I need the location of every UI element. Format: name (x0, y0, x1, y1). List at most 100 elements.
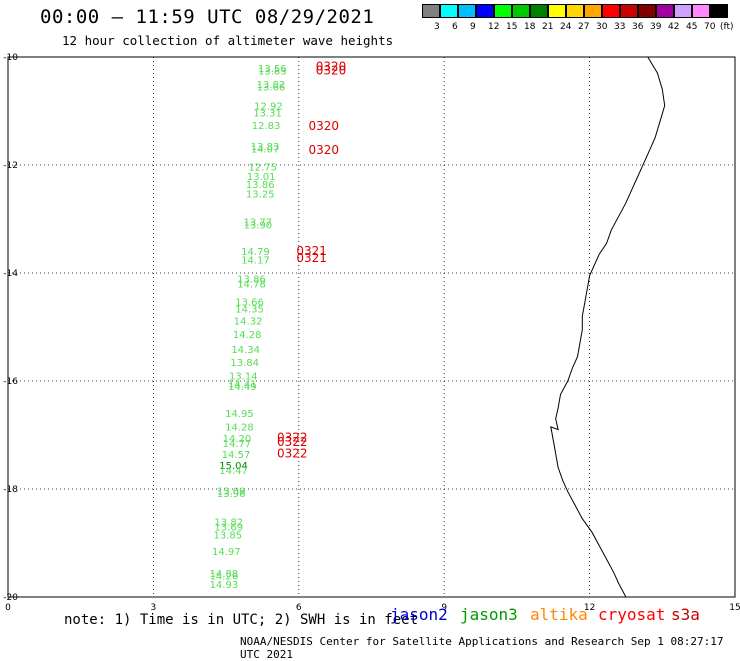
pass-time-label: 0321 (296, 244, 327, 258)
wave-height-label: 13.56 (258, 64, 287, 75)
colorbar-label: 24 (560, 22, 572, 32)
colorbar-swatch (566, 4, 584, 18)
pass-time-label: 0320 (316, 63, 347, 77)
y-tick-label: -12 (3, 161, 18, 171)
colorbar-label: 42 (668, 22, 680, 32)
colorbar-swatch (476, 4, 494, 18)
wave-height-label: 13.77 (244, 217, 273, 228)
wave-height-label: 14.20 (223, 434, 252, 445)
wave-height-label: 12.83 (252, 121, 281, 132)
chart-subtitle: 12 hour collection of altimeter wave hei… (62, 33, 394, 48)
wave-height-label: 14.35 (235, 304, 264, 315)
pass-time-label: 0322 (277, 447, 308, 461)
wave-height-label: 14.93 (210, 580, 239, 591)
wave-height-label: 14.97 (212, 547, 241, 558)
colorbar-swatch (620, 4, 638, 18)
units-note: note: 1) Time is in UTC; 2) SWH is in fe… (64, 612, 419, 628)
wave-height-label: 13.96 (217, 489, 246, 500)
colorbar-swatch (440, 4, 458, 18)
colorbar-label: 15 (506, 22, 518, 32)
colorbar-label: 18 (524, 22, 536, 32)
x-tick-label: 0 (5, 603, 11, 613)
colorbar-label: 3 (434, 22, 440, 32)
wave-height-label: 13.25 (246, 189, 275, 200)
wave-height-label: 14.26 (210, 572, 239, 583)
colorbar-swatch (674, 4, 692, 18)
wave-height-label: 14.77 (223, 439, 252, 450)
pass-time-label: 0320 (316, 60, 347, 74)
wave-height-label: 13.90 (244, 221, 273, 232)
colorbar-swatch (584, 4, 602, 18)
wave-height-label: 13.83 (258, 66, 287, 77)
colorbar-swatch (494, 4, 512, 18)
wave-height-label: 14.47 (219, 466, 248, 477)
wave-height-label: 13.66 (235, 297, 264, 308)
wave-height-label: 13.69 (214, 523, 243, 534)
wave-height-label: 13.84 (230, 358, 259, 369)
satellite-legend-jason3: jason3 (460, 605, 518, 624)
colorbar-label: 39 (650, 22, 662, 32)
colorbar-label: 36 (632, 22, 644, 32)
wave-height-label: 13.86 (237, 275, 266, 286)
wave-height-label: 12.92 (254, 101, 283, 112)
wave-height-label: 13.01 (247, 172, 276, 183)
wave-height-label: 14.49 (228, 382, 257, 393)
pass-time-label: 0322 (277, 430, 308, 444)
pass-time-label: 0320 (308, 119, 339, 133)
credit-line: NOAA/NESDIS Center for Satellite Applica… (240, 635, 724, 661)
wave-height-label: 14.57 (222, 450, 251, 461)
x-tick-label: 12 (584, 603, 595, 613)
pass-time-label: 0322 (277, 435, 308, 449)
colorbar-swatch (602, 4, 620, 18)
colorbar-label: 9 (470, 22, 476, 32)
colorbar-swatch (710, 4, 728, 18)
colorbar-swatch (512, 4, 530, 18)
wave-height-label: 13.09 (217, 486, 246, 497)
wave-height-label: 14.32 (234, 316, 263, 327)
wave-height-label: 14.78 (237, 280, 266, 291)
colorbar-swatch (638, 4, 656, 18)
x-tick-label: 3 (151, 603, 157, 613)
y-tick-label: -16 (3, 377, 18, 387)
colorbar-label: 45 (686, 22, 698, 32)
colorbar-label: 70 (704, 22, 716, 32)
satellite-legend-altika: altika (530, 605, 588, 624)
y-tick-label: -18 (3, 485, 18, 495)
wave-height-label: 14.28 (233, 330, 262, 341)
colorbar-label: 27 (578, 22, 590, 32)
colorbar-unit: (ft) (720, 22, 734, 32)
x-tick-label: 6 (296, 603, 302, 613)
wave-height-label: 14.17 (241, 255, 270, 266)
colorbar-label: 21 (542, 22, 554, 32)
colorbar-label: 6 (452, 22, 458, 32)
colorbar-label: 33 (614, 22, 626, 32)
wave-height-label: 13.85 (213, 531, 242, 542)
chart-title: 00:00 — 11:59 UTC 08/29/2021 (40, 6, 375, 28)
wave-height-label: 14.79 (241, 247, 270, 258)
coastline (550, 56, 666, 598)
pass-time-label: 0320 (308, 143, 339, 157)
y-tick-label: -10 (3, 53, 18, 63)
wave-height-label: 15.04 (219, 461, 248, 472)
colorbar-label: 30 (596, 22, 608, 32)
wave-height-label: 13.66 (257, 82, 286, 93)
colorbar-swatch (656, 4, 674, 18)
wave-height-label: 14.95 (225, 409, 254, 420)
wave-height-label: 14.34 (231, 345, 260, 356)
satellite-legend-cryosat: cryosat (598, 605, 666, 624)
colorbar-swatch (458, 4, 476, 18)
wave-height-label: 13.82 (257, 80, 286, 91)
wave-height-label: 13.14 (229, 371, 258, 382)
wave-height-label: 13.86 (246, 180, 275, 191)
plot-frame (7, 56, 736, 598)
x-tick-label: 15 (729, 603, 740, 613)
y-tick-label: -14 (3, 269, 18, 279)
y-tick-label: -20 (3, 593, 18, 603)
colorbar-swatch (422, 4, 440, 18)
wave-height-label: 13.82 (214, 518, 243, 529)
colorbar-swatch (692, 4, 710, 18)
wave-height-label: 12.75 (248, 162, 277, 173)
x-tick-label: 9 (441, 603, 447, 613)
wave-height-label: 13.31 (253, 108, 282, 119)
